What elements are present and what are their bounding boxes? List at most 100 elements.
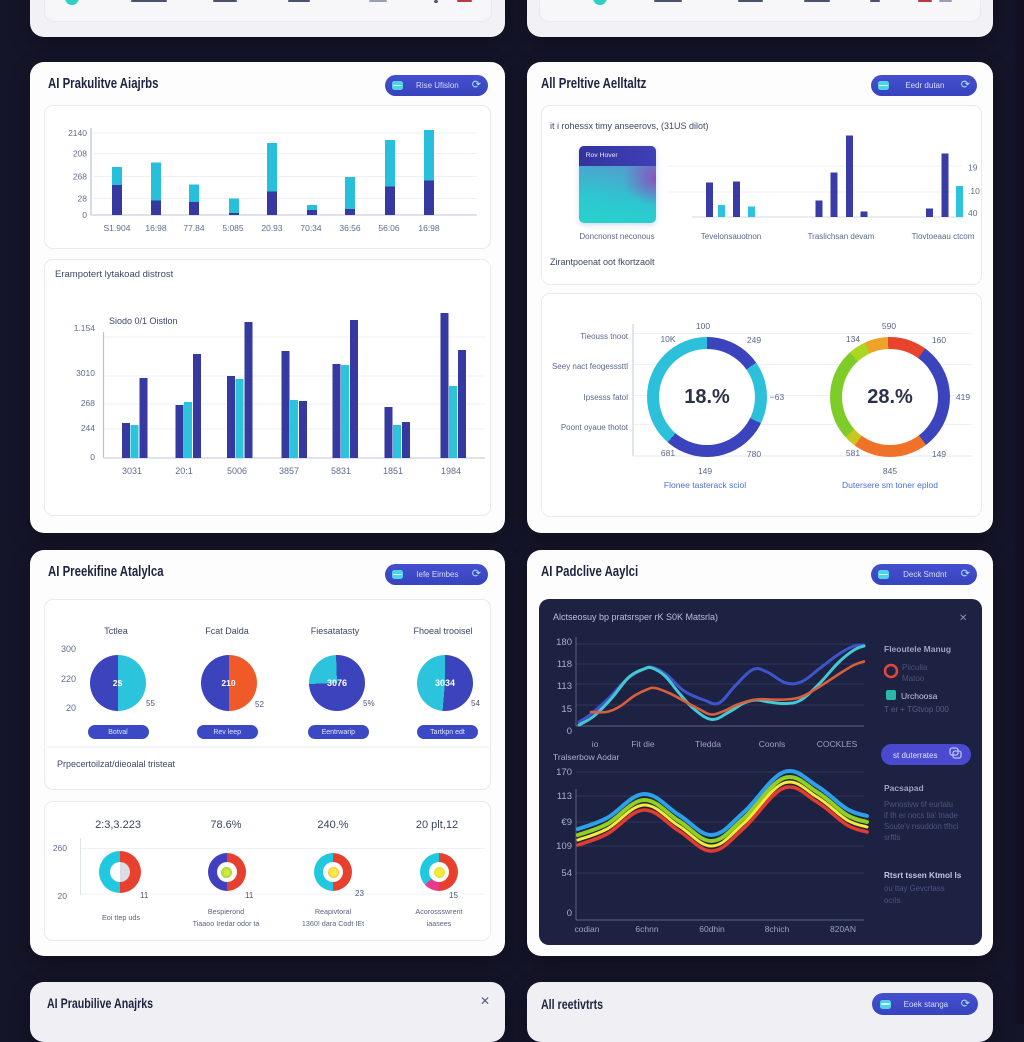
svg-text:2:3,3.223: 2:3,3.223 [95, 819, 141, 831]
svg-text:srftls: srftls [884, 833, 901, 842]
svg-text:Fcat Dalda: Fcat Dalda [205, 626, 249, 636]
svg-text:Soute'v nsuddon tfhcl: Soute'v nsuddon tfhcl [884, 822, 959, 831]
svg-text:1.154: 1.154 [74, 323, 96, 333]
svg-text:io: io [592, 739, 599, 749]
svg-text:5:085: 5:085 [222, 223, 244, 233]
svg-text:Bespierond: Bespierond [208, 907, 244, 916]
svg-text:77.84: 77.84 [183, 223, 205, 233]
svg-text:208: 208 [73, 149, 87, 159]
svg-text:240.%: 240.% [317, 819, 348, 831]
svg-text:Siodo 0/1 Oistlon: Siodo 0/1 Oistlon [109, 316, 178, 326]
svg-text:244: 244 [81, 423, 95, 433]
svg-text:.10: .10 [968, 186, 980, 196]
svg-text:0: 0 [567, 908, 572, 919]
svg-text:11: 11 [140, 891, 149, 900]
svg-text:1851: 1851 [383, 466, 403, 476]
svg-text:55: 55 [146, 699, 155, 708]
svg-text:5006: 5006 [227, 466, 247, 476]
svg-text:15: 15 [561, 704, 572, 715]
svg-text:Ipsesss fatol: Ipsesss fatol [584, 393, 629, 402]
svg-text:it i rohessx timy anseerovs, (: it i rohessx timy anseerovs, (31US dilot… [550, 121, 709, 131]
svg-text:if th er nocs tia' tnade: if th er nocs tia' tnade [884, 811, 958, 820]
svg-text:20: 20 [66, 703, 76, 713]
svg-text:6chnn: 6chnn [635, 924, 658, 934]
svg-text:3857: 3857 [279, 466, 299, 476]
svg-text:Fleoutele Manug: Fleoutele Manug [884, 644, 951, 654]
svg-text:160: 160 [932, 335, 946, 345]
svg-text:Tledda: Tledda [695, 739, 721, 749]
svg-text:149: 149 [698, 466, 712, 476]
svg-text:820AN: 820AN [830, 924, 856, 934]
svg-text:268: 268 [81, 398, 95, 408]
svg-text:iaasees: iaasees [427, 919, 452, 928]
svg-text:Alctseosuy bp pratsrsper rK S0: Alctseosuy bp pratsrsper rK S0K Matsrla) [553, 612, 718, 622]
svg-text:590: 590 [882, 321, 896, 331]
svg-text:5831: 5831 [331, 466, 351, 476]
svg-text:220: 220 [61, 674, 76, 684]
svg-text:581: 581 [846, 448, 860, 458]
svg-text:Matoo: Matoo [902, 674, 925, 683]
svg-text:0: 0 [82, 210, 87, 220]
svg-text:Poont oyaue thotot: Poont oyaue thotot [561, 423, 629, 432]
svg-text:codian: codian [574, 924, 599, 934]
svg-text:19: 19 [968, 163, 978, 173]
svg-text:113: 113 [557, 681, 572, 692]
svg-text:Reapivtoral: Reapivtoral [315, 907, 352, 916]
svg-text:3010: 3010 [76, 368, 95, 378]
svg-text:40: 40 [968, 208, 978, 218]
svg-text:1984: 1984 [441, 466, 461, 476]
svg-text:845: 845 [883, 466, 897, 476]
svg-text:20.93: 20.93 [261, 223, 283, 233]
svg-text:Dutersere sm toner eplod: Dutersere sm toner eplod [842, 480, 938, 490]
svg-text:Tctlea: Tctlea [104, 626, 128, 636]
svg-text:109: 109 [556, 841, 572, 852]
svg-text:1360! dara Codt IEt: 1360! dara Codt IEt [302, 919, 364, 928]
svg-text:ocrls: ocrls [884, 896, 901, 905]
svg-text:COCKLES: COCKLES [817, 739, 858, 749]
svg-text:Tevelonsauotnon: Tevelonsauotnon [701, 232, 762, 241]
svg-text:Fit die: Fit die [631, 739, 654, 749]
svg-text:Urchoosa: Urchoosa [901, 691, 938, 701]
svg-text:15: 15 [449, 891, 458, 900]
svg-text:2140: 2140 [68, 128, 87, 138]
svg-text:Piiculia: Piiculia [902, 663, 928, 672]
svg-text:118: 118 [557, 659, 572, 670]
svg-text:−63: −63 [770, 392, 785, 402]
svg-text:Erampotert lytakoad distrost: Erampotert lytakoad distrost [55, 269, 174, 280]
svg-text:10K: 10K [660, 334, 675, 344]
svg-text:Tieouss tnoot: Tieouss tnoot [580, 332, 629, 341]
svg-text:Tiaaoo Iredar odor ta: Tiaaoo Iredar odor ta [193, 919, 260, 928]
svg-text:56:06: 56:06 [378, 223, 400, 233]
svg-text:78.6%: 78.6% [210, 819, 241, 831]
svg-text:100: 100 [696, 321, 710, 331]
svg-text:11: 11 [245, 891, 254, 900]
svg-text:70:34: 70:34 [300, 223, 322, 233]
svg-text:€9: €9 [561, 817, 572, 828]
svg-text:Flonee tasterack sciol: Flonee tasterack sciol [664, 480, 746, 490]
svg-text:Pacsapad: Pacsapad [884, 783, 924, 793]
svg-text:8chich: 8chich [765, 924, 790, 934]
svg-text:23: 23 [355, 889, 364, 898]
svg-text:249: 249 [747, 335, 761, 345]
svg-text:681: 681 [661, 448, 675, 458]
svg-text:Fiesatatasty: Fiesatatasty [311, 626, 360, 636]
svg-text:60dhin: 60dhin [699, 924, 725, 934]
svg-text:20 plt,12: 20 plt,12 [416, 819, 458, 831]
svg-text:419: 419 [956, 392, 970, 402]
svg-text:Tiovtoeaau ctcom: Tiovtoeaau ctcom [912, 232, 975, 241]
svg-text:16:98: 16:98 [418, 223, 440, 233]
svg-text:Traslichsan devam: Traslichsan devam [808, 232, 875, 241]
svg-text:20:1: 20:1 [175, 466, 193, 476]
svg-text:54: 54 [471, 699, 480, 708]
svg-text:0: 0 [567, 726, 572, 737]
svg-text:52: 52 [255, 700, 264, 709]
svg-text:149: 149 [932, 449, 946, 459]
svg-text:134: 134 [846, 334, 860, 344]
svg-text:20: 20 [58, 891, 68, 901]
svg-text:260: 260 [53, 843, 67, 853]
svg-text:0: 0 [90, 452, 95, 462]
svg-text:Seey nact feogesssttl: Seey nact feogesssttl [552, 362, 628, 371]
svg-text:28: 28 [78, 194, 88, 204]
svg-text:Doncnonst neconous: Doncnonst neconous [579, 232, 654, 241]
svg-text:Rtsrt tssen Ktmol ls: Rtsrt tssen Ktmol ls [884, 871, 962, 880]
